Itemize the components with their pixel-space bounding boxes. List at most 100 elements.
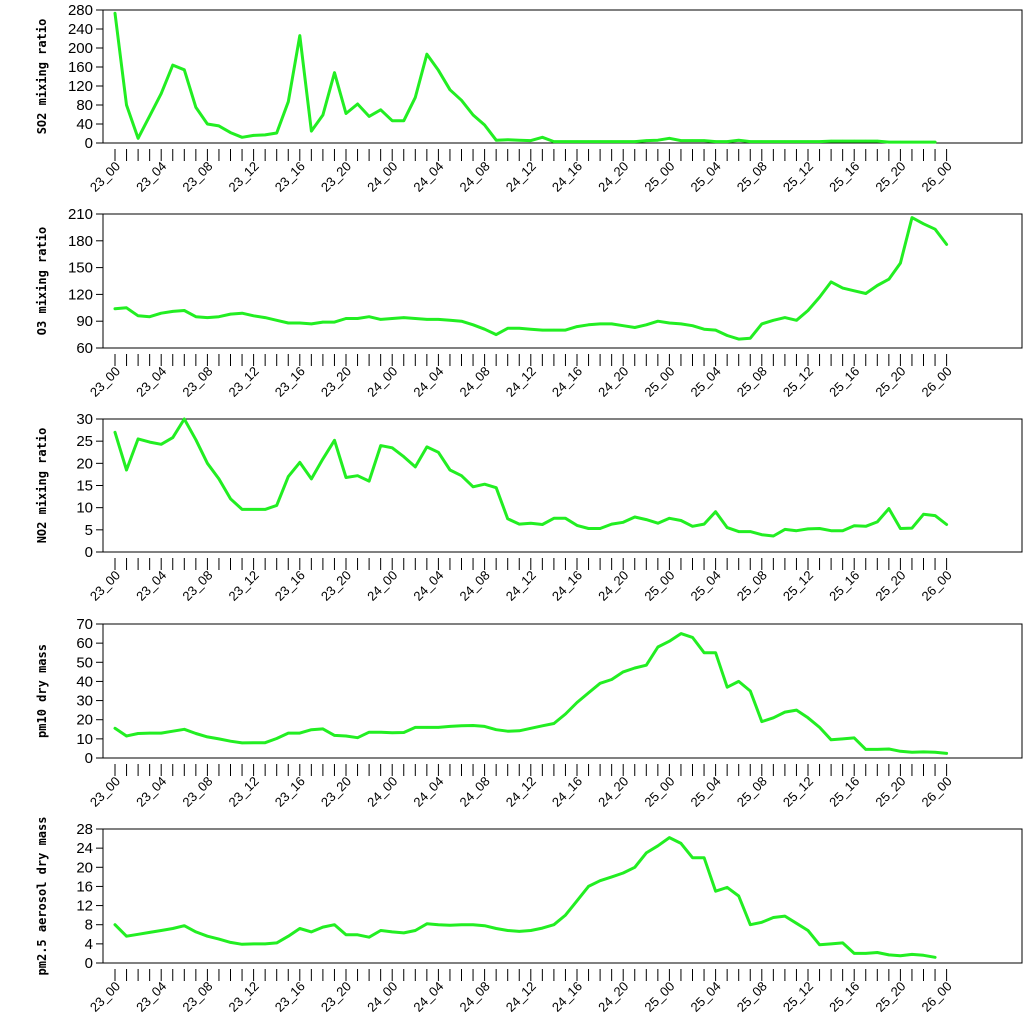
data-point	[552, 517, 556, 520]
data-point	[425, 318, 429, 321]
chart-panel-4: 0 10 20 30 40 50 60 70 pm10 dry mass 23_00 23_04 23…	[35, 616, 1023, 810]
x-tick-label: 24_00	[364, 159, 400, 195]
data-point	[148, 731, 151, 735]
data-point	[333, 320, 336, 324]
data-point	[460, 923, 463, 926]
series-line	[113, 417, 949, 538]
data-point	[160, 443, 163, 446]
data-point	[206, 122, 209, 126]
x-tick-label: 25_16	[826, 159, 862, 195]
data-point	[702, 651, 706, 654]
x-tick-label: 24_16	[549, 159, 585, 195]
data-point	[829, 942, 833, 946]
data-point	[610, 522, 613, 526]
data-point	[656, 844, 660, 847]
data-point	[206, 735, 209, 739]
data-point	[460, 99, 463, 102]
x-tick-label: 23_00	[87, 159, 123, 195]
series-line	[113, 216, 949, 341]
data-point	[125, 935, 128, 938]
x-tick-label: 23_16	[272, 364, 308, 400]
data-point	[922, 750, 925, 754]
data-point	[437, 923, 440, 926]
data-point	[668, 640, 671, 643]
data-point	[183, 728, 186, 731]
data-point	[160, 312, 163, 315]
data-point	[194, 315, 198, 318]
data-point	[749, 530, 752, 533]
data-point	[806, 716, 810, 719]
data-point	[148, 440, 151, 444]
chart-panel-5: 0 4 8 12 16 20 24 28 pm2.5 aerosol dry mass 23_00…	[35, 817, 1023, 1015]
y-tick-label: 4	[85, 936, 93, 953]
data-point	[148, 931, 151, 934]
data-point	[933, 751, 937, 754]
data-point	[841, 941, 844, 945]
data-point	[148, 114, 151, 118]
x-tick-label: 25_16	[826, 774, 862, 810]
x-tick-label: 24_04	[410, 568, 446, 604]
data-point	[910, 140, 914, 144]
data-point	[402, 931, 405, 935]
data-point	[564, 517, 567, 520]
plot-frame	[102, 623, 1023, 759]
data-point	[714, 140, 717, 143]
data-point	[437, 318, 440, 321]
data-point	[737, 139, 740, 142]
data-point	[298, 321, 301, 325]
data-point	[818, 943, 821, 946]
x-tick-label: 26_00	[919, 568, 955, 604]
data-point	[598, 879, 602, 882]
data-point	[217, 477, 221, 481]
x-tick-label: 25_08	[734, 159, 770, 195]
data-point	[460, 320, 463, 323]
data-point	[263, 942, 267, 946]
data-point	[749, 923, 752, 926]
data-point	[529, 328, 532, 331]
data-point	[679, 322, 683, 326]
y-tick-label: 15	[76, 478, 93, 495]
data-point	[183, 417, 186, 421]
x-tick-label: 25_08	[734, 568, 770, 604]
data-point	[656, 139, 660, 142]
data-point	[483, 725, 486, 728]
y-tick-label: 30	[76, 411, 93, 428]
data-point	[575, 701, 579, 704]
data-point	[367, 115, 371, 118]
x-tick-label: 25_16	[826, 364, 862, 400]
data-point	[529, 139, 532, 142]
x-tick-label: 25_12	[780, 568, 816, 604]
data-point	[702, 139, 706, 142]
x-tick-label: 23_12	[226, 774, 262, 810]
data-point	[679, 632, 683, 635]
data-point	[587, 140, 590, 143]
y-tick-label: 16	[76, 878, 93, 895]
data-point	[136, 437, 140, 441]
data-point	[656, 522, 660, 525]
data-point	[633, 140, 636, 143]
y-tick-label: 0	[85, 135, 93, 152]
data-point	[622, 140, 625, 143]
data-point	[564, 140, 567, 143]
y-tick-label: 20	[76, 455, 93, 472]
x-tick-label: 24_12	[503, 364, 539, 400]
data-point	[610, 140, 613, 143]
data-point	[541, 136, 544, 139]
data-point	[910, 216, 914, 219]
data-point	[379, 444, 382, 447]
data-point	[598, 527, 602, 530]
data-point	[448, 725, 452, 728]
data-point	[737, 680, 740, 683]
x-tick-label: 23_04	[133, 774, 169, 810]
data-point	[229, 941, 232, 944]
data-point	[726, 686, 729, 689]
data-point	[575, 899, 579, 902]
data-point	[252, 942, 255, 946]
chart-panel-1: 0 40 80 120 160 200 240 280 SO2 mixing ratio 23_0…	[35, 2, 1023, 195]
data-point	[737, 337, 740, 341]
data-point	[310, 322, 313, 326]
data-point	[275, 941, 278, 945]
y-tick-label: 200	[68, 40, 93, 57]
data-point	[795, 140, 798, 143]
data-point	[310, 129, 313, 133]
